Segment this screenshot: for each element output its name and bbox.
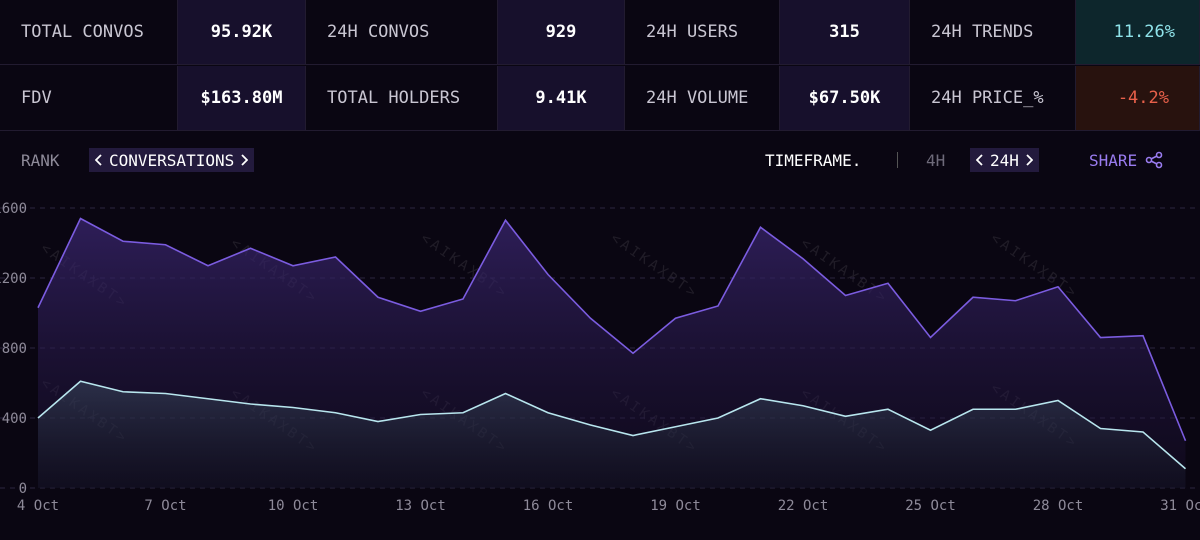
y-tick-label: 1200 <box>0 271 27 287</box>
x-tick-label: 22 Oct <box>778 498 829 514</box>
y-tick-label: 800 <box>2 341 27 357</box>
chevron-right <box>1026 154 1033 166</box>
x-tick-label: 10 Oct <box>268 498 319 514</box>
watermark: <AIKAXBT> <box>608 230 701 302</box>
metric-selector[interactable]: CONVERSATIONS <box>89 148 255 172</box>
separator <box>897 152 898 168</box>
stat-value: 11.26% <box>1076 0 1200 65</box>
stat-value: 315 <box>780 0 910 65</box>
line <box>37 380 1187 470</box>
metric-name: CONVERSATIONS <box>109 150 235 170</box>
option-4h[interactable]: 4H <box>926 150 946 170</box>
share-icon <box>1145 151 1163 169</box>
x-tick-label: 28 Oct <box>1033 498 1084 514</box>
stat-label: 24H PRICE_% <box>910 66 1076 131</box>
stat-value: 929 <box>498 0 625 65</box>
y-tick-label: 400 <box>2 411 27 427</box>
stat-value: $67.50K <box>780 66 910 131</box>
stat-value: -4.2% <box>1076 66 1200 131</box>
chevron-right <box>241 154 249 166</box>
x-tick-label: 19 Oct <box>650 498 701 514</box>
stat-value: 9.41K <box>498 66 625 131</box>
x-tick-label: 16 Oct <box>523 498 574 514</box>
stat-label: 24H TRENDS <box>910 0 1076 65</box>
option-24h[interactable]: 24H <box>970 148 1039 172</box>
option-label: 24H <box>990 150 1019 170</box>
stat-value: $163.80M <box>178 66 306 131</box>
timeframe-label: TIMEFRAME. <box>765 150 862 170</box>
chevron-left <box>95 154 102 166</box>
line <box>37 217 1187 442</box>
stat-label: 24H CONVOS <box>306 0 498 65</box>
share-button[interactable]: SHARE <box>1089 148 1163 172</box>
stat-value: 95.92K <box>178 0 306 65</box>
stat-label: TOTAL HOLDERS <box>306 66 498 131</box>
share-label: SHARE <box>1089 150 1138 170</box>
x-tick-label: 25 Oct <box>905 498 956 514</box>
x-tick-label: 13 Oct <box>395 498 446 514</box>
area <box>38 381 1186 488</box>
stat-label: 24H USERS <box>625 0 780 65</box>
watermark: <AIKAXBT> <box>988 230 1081 302</box>
rank-label: RANK <box>21 150 60 170</box>
x-tick-label: 31 Oct <box>1160 498 1200 514</box>
stat-label: 24H VOLUME <box>625 66 780 131</box>
y-tick-label: 0 <box>19 481 27 497</box>
stat-label: TOTAL CONVOS <box>0 0 178 65</box>
chevron-left <box>976 154 983 166</box>
stat-label: FDV <box>0 66 178 131</box>
y-tick-label: 1600 <box>0 201 27 217</box>
x-tick-label: 7 Oct <box>144 498 186 514</box>
x-tick-label: 4 Oct <box>17 498 59 514</box>
